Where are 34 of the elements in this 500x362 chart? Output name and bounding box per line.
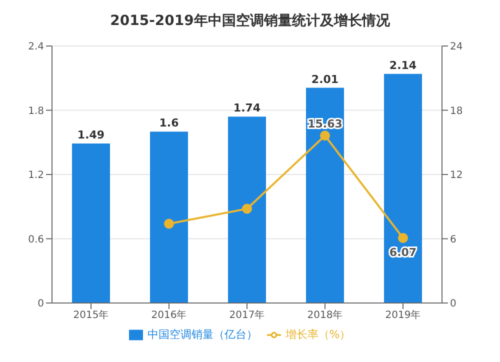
- y2-tick-label: 6: [450, 234, 456, 246]
- bar: [384, 74, 422, 303]
- y2-tick-label: 12: [450, 170, 463, 182]
- x-tick-label: 2018年: [307, 309, 343, 322]
- bar: [228, 116, 266, 303]
- y-tick-label: 0.6: [28, 234, 44, 246]
- x-tick-label: 2015年: [73, 309, 109, 322]
- data-label: 1.49: [77, 128, 105, 142]
- data-label: 2.01: [311, 72, 339, 86]
- point: [320, 130, 330, 141]
- y2-tick-label: 18: [450, 106, 463, 117]
- point: [398, 233, 408, 243]
- x-tick-label: 2019年: [385, 309, 421, 322]
- y-tick-label: 1.2: [28, 170, 44, 182]
- y-tick-label: 2.4: [28, 42, 44, 53]
- y2-tick-label: 24: [450, 42, 463, 53]
- chart-title: 2015-2019年中国空调销量统计及增长情况: [109, 12, 391, 31]
- bar: [72, 143, 110, 303]
- x-tick-label: 2017年: [229, 309, 265, 322]
- y2-tick-label: 0: [450, 298, 456, 310]
- bar: [306, 88, 344, 303]
- point: [242, 204, 252, 214]
- point: [164, 218, 174, 229]
- data-label: 6.07: [389, 246, 417, 259]
- legend-label: 中国空调销量（亿台）: [147, 328, 258, 341]
- data-label: 1.6: [159, 116, 180, 130]
- legend-label: 增长率（%）: [285, 328, 351, 341]
- y-tick-label: 0: [38, 298, 44, 310]
- y-tick-label: 1.8: [28, 106, 44, 117]
- data-label: 15.63: [308, 118, 342, 131]
- bar: [150, 132, 188, 303]
- data-label: 2.14: [389, 58, 417, 72]
- data-label: 1.74: [233, 102, 261, 115]
- x-tick-label: 2016年: [151, 309, 187, 322]
